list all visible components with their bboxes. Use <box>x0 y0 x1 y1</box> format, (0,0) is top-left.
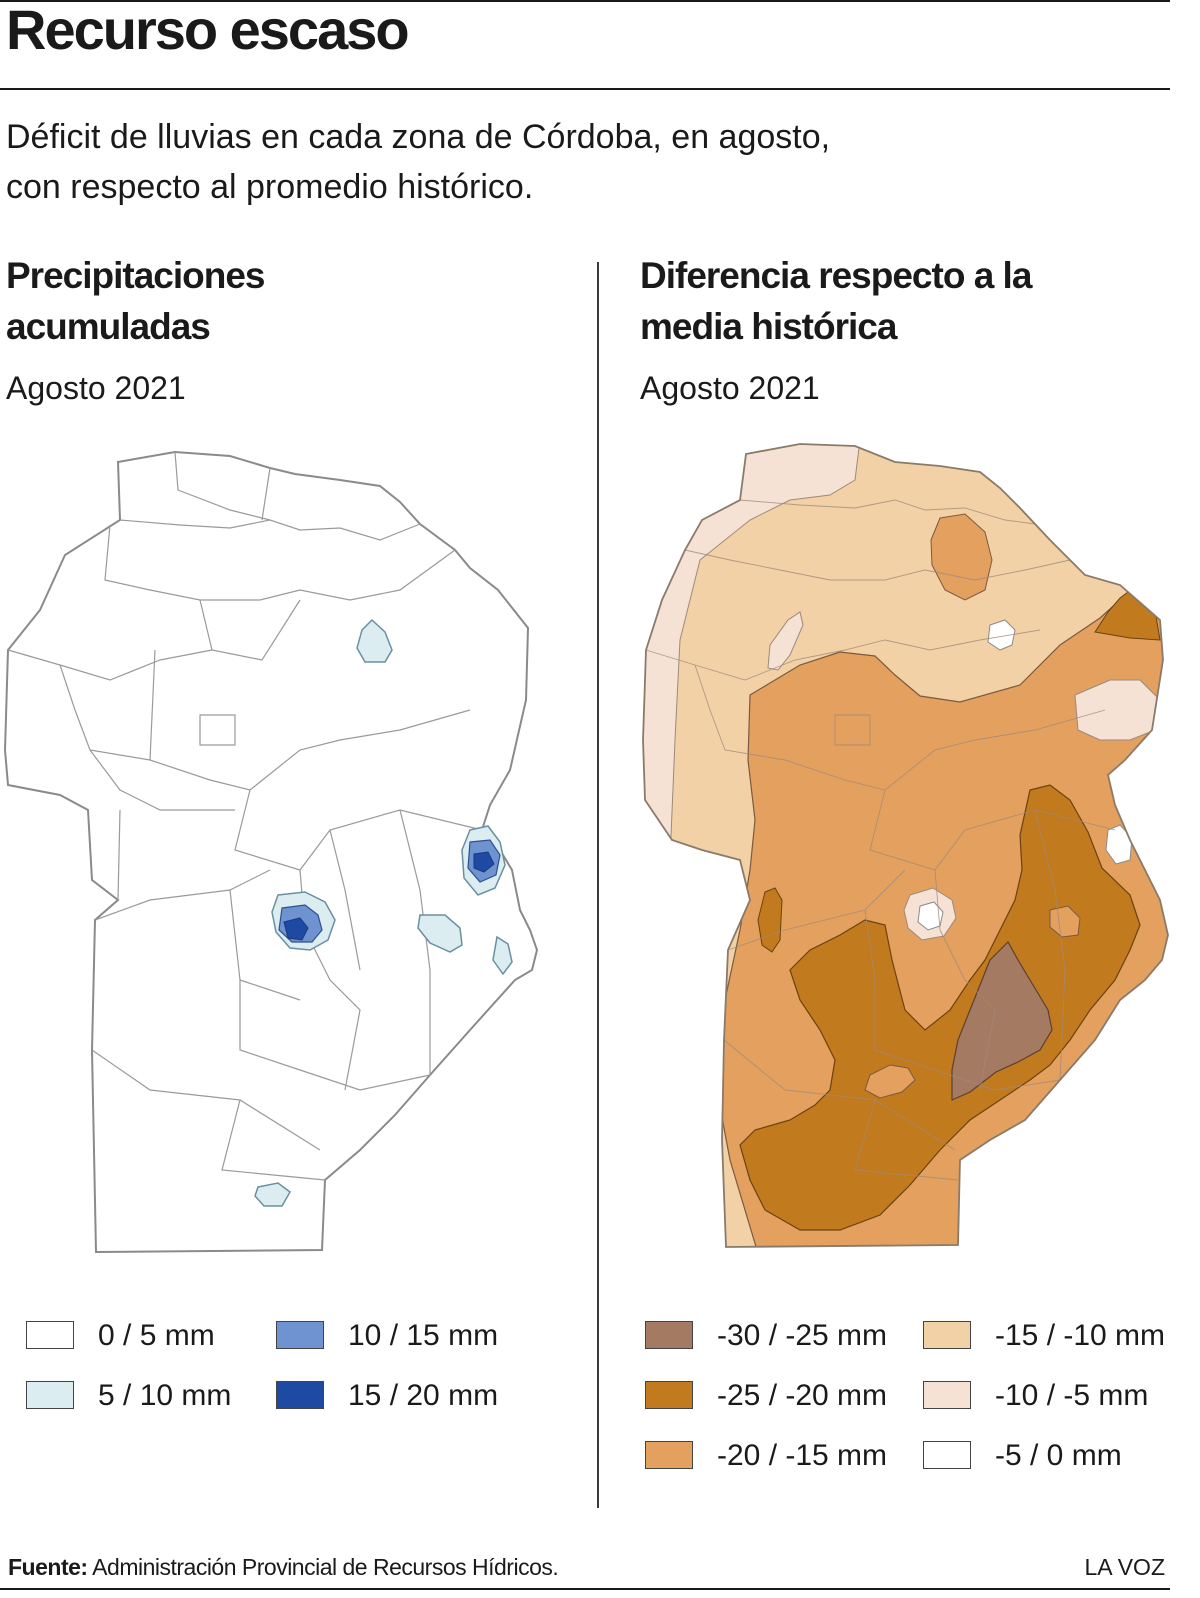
zone-minus-25-20-west <box>757 887 783 953</box>
legend-swatch <box>645 1441 693 1469</box>
source-label: Fuente: <box>8 1554 88 1580</box>
legend-label: -15 / -10 mm <box>995 1319 1166 1352</box>
legend-label: 15 / 20 mm <box>348 1379 499 1412</box>
legend-label: 0 / 5 mm <box>98 1319 215 1352</box>
province-outline <box>3 450 539 1254</box>
left-panel-date: Agosto 2021 <box>6 370 186 406</box>
infographic-subtitle: Déficit de lluvias en cada zona de Córdo… <box>6 112 1006 212</box>
legend-label: -10 / -5 mm <box>995 1379 1149 1412</box>
zone-minus-20-15-north <box>930 513 993 601</box>
legend-swatch <box>276 1381 324 1409</box>
zone-minus-10-5-east <box>1074 679 1161 741</box>
department-boundaries <box>7 451 483 1181</box>
zone-minus-5-0-north <box>987 619 1016 651</box>
zone-minus-30-25 <box>951 941 1053 1101</box>
brand-credit: LA VOZ <box>1084 1554 1165 1580</box>
legend-label: -30 / -25 mm <box>717 1319 888 1352</box>
province-outline-right <box>642 443 1169 1248</box>
left-panel-title: Precipitaciones acumuladas <box>6 250 566 352</box>
panel-divider <box>597 262 599 1508</box>
left-title-line-2: acumuladas <box>6 306 211 347</box>
source-credit: Fuente: Administración Provincial de Rec… <box>8 1552 559 1582</box>
right-title-line-2: media histórica <box>640 306 897 347</box>
legend-swatch <box>923 1381 971 1409</box>
legend-label: -20 / -15 mm <box>717 1439 888 1472</box>
subtitle-line-2: con respecto al promedio histórico. <box>6 168 534 206</box>
difference-legend: -30 / -25 mm -25 / -20 mm -20 / -15 mm -… <box>645 1316 1185 1486</box>
zone-minus-25-20 <box>739 784 1141 1231</box>
left-title-line-1: Precipitaciones <box>6 255 266 296</box>
zone-minus-5-0-east <box>1105 824 1133 865</box>
title-rule <box>0 88 1170 90</box>
legend-swatch <box>26 1321 74 1349</box>
source-text: Administración Provincial de Recursos Hí… <box>87 1554 559 1580</box>
legend-swatch <box>276 1321 324 1349</box>
right-panel-title: Diferencia respecto a la media histórica <box>640 250 1180 352</box>
right-title-line-1: Diferencia respecto a la <box>640 255 1032 296</box>
right-panel-date: Agosto 2021 <box>640 370 820 406</box>
legend-swatch <box>645 1321 693 1349</box>
top-rule <box>0 0 1170 2</box>
legend-swatch <box>923 1321 971 1349</box>
precipitation-legend: 0 / 5 mm 5 / 10 mm 10 / 15 mm 15 / 20 mm <box>26 1316 586 1426</box>
legend-swatch <box>26 1381 74 1409</box>
infographic-title: Recurso escaso <box>6 0 410 61</box>
legend-label: 10 / 15 mm <box>348 1319 499 1352</box>
precipitation-map <box>3 450 539 1254</box>
zone-minus-20-15-east <box>1049 905 1081 938</box>
rain-15-20-zones <box>283 851 495 941</box>
legend-swatch <box>923 1441 971 1469</box>
bottom-rule <box>0 1588 1170 1590</box>
legend-label: -5 / 0 mm <box>995 1439 1122 1472</box>
subtitle-line-1: Déficit de lluvias en cada zona de Córdo… <box>6 118 831 156</box>
department-boundaries-right <box>645 499 1116 1181</box>
legend-swatch <box>645 1381 693 1409</box>
zone-minus-20-15-south <box>864 1064 916 1099</box>
legend-label: -25 / -20 mm <box>717 1379 888 1412</box>
zone-minus-10-5-lake <box>767 611 804 671</box>
legend-label: 5 / 10 mm <box>98 1379 232 1412</box>
difference-map <box>642 443 1169 1248</box>
